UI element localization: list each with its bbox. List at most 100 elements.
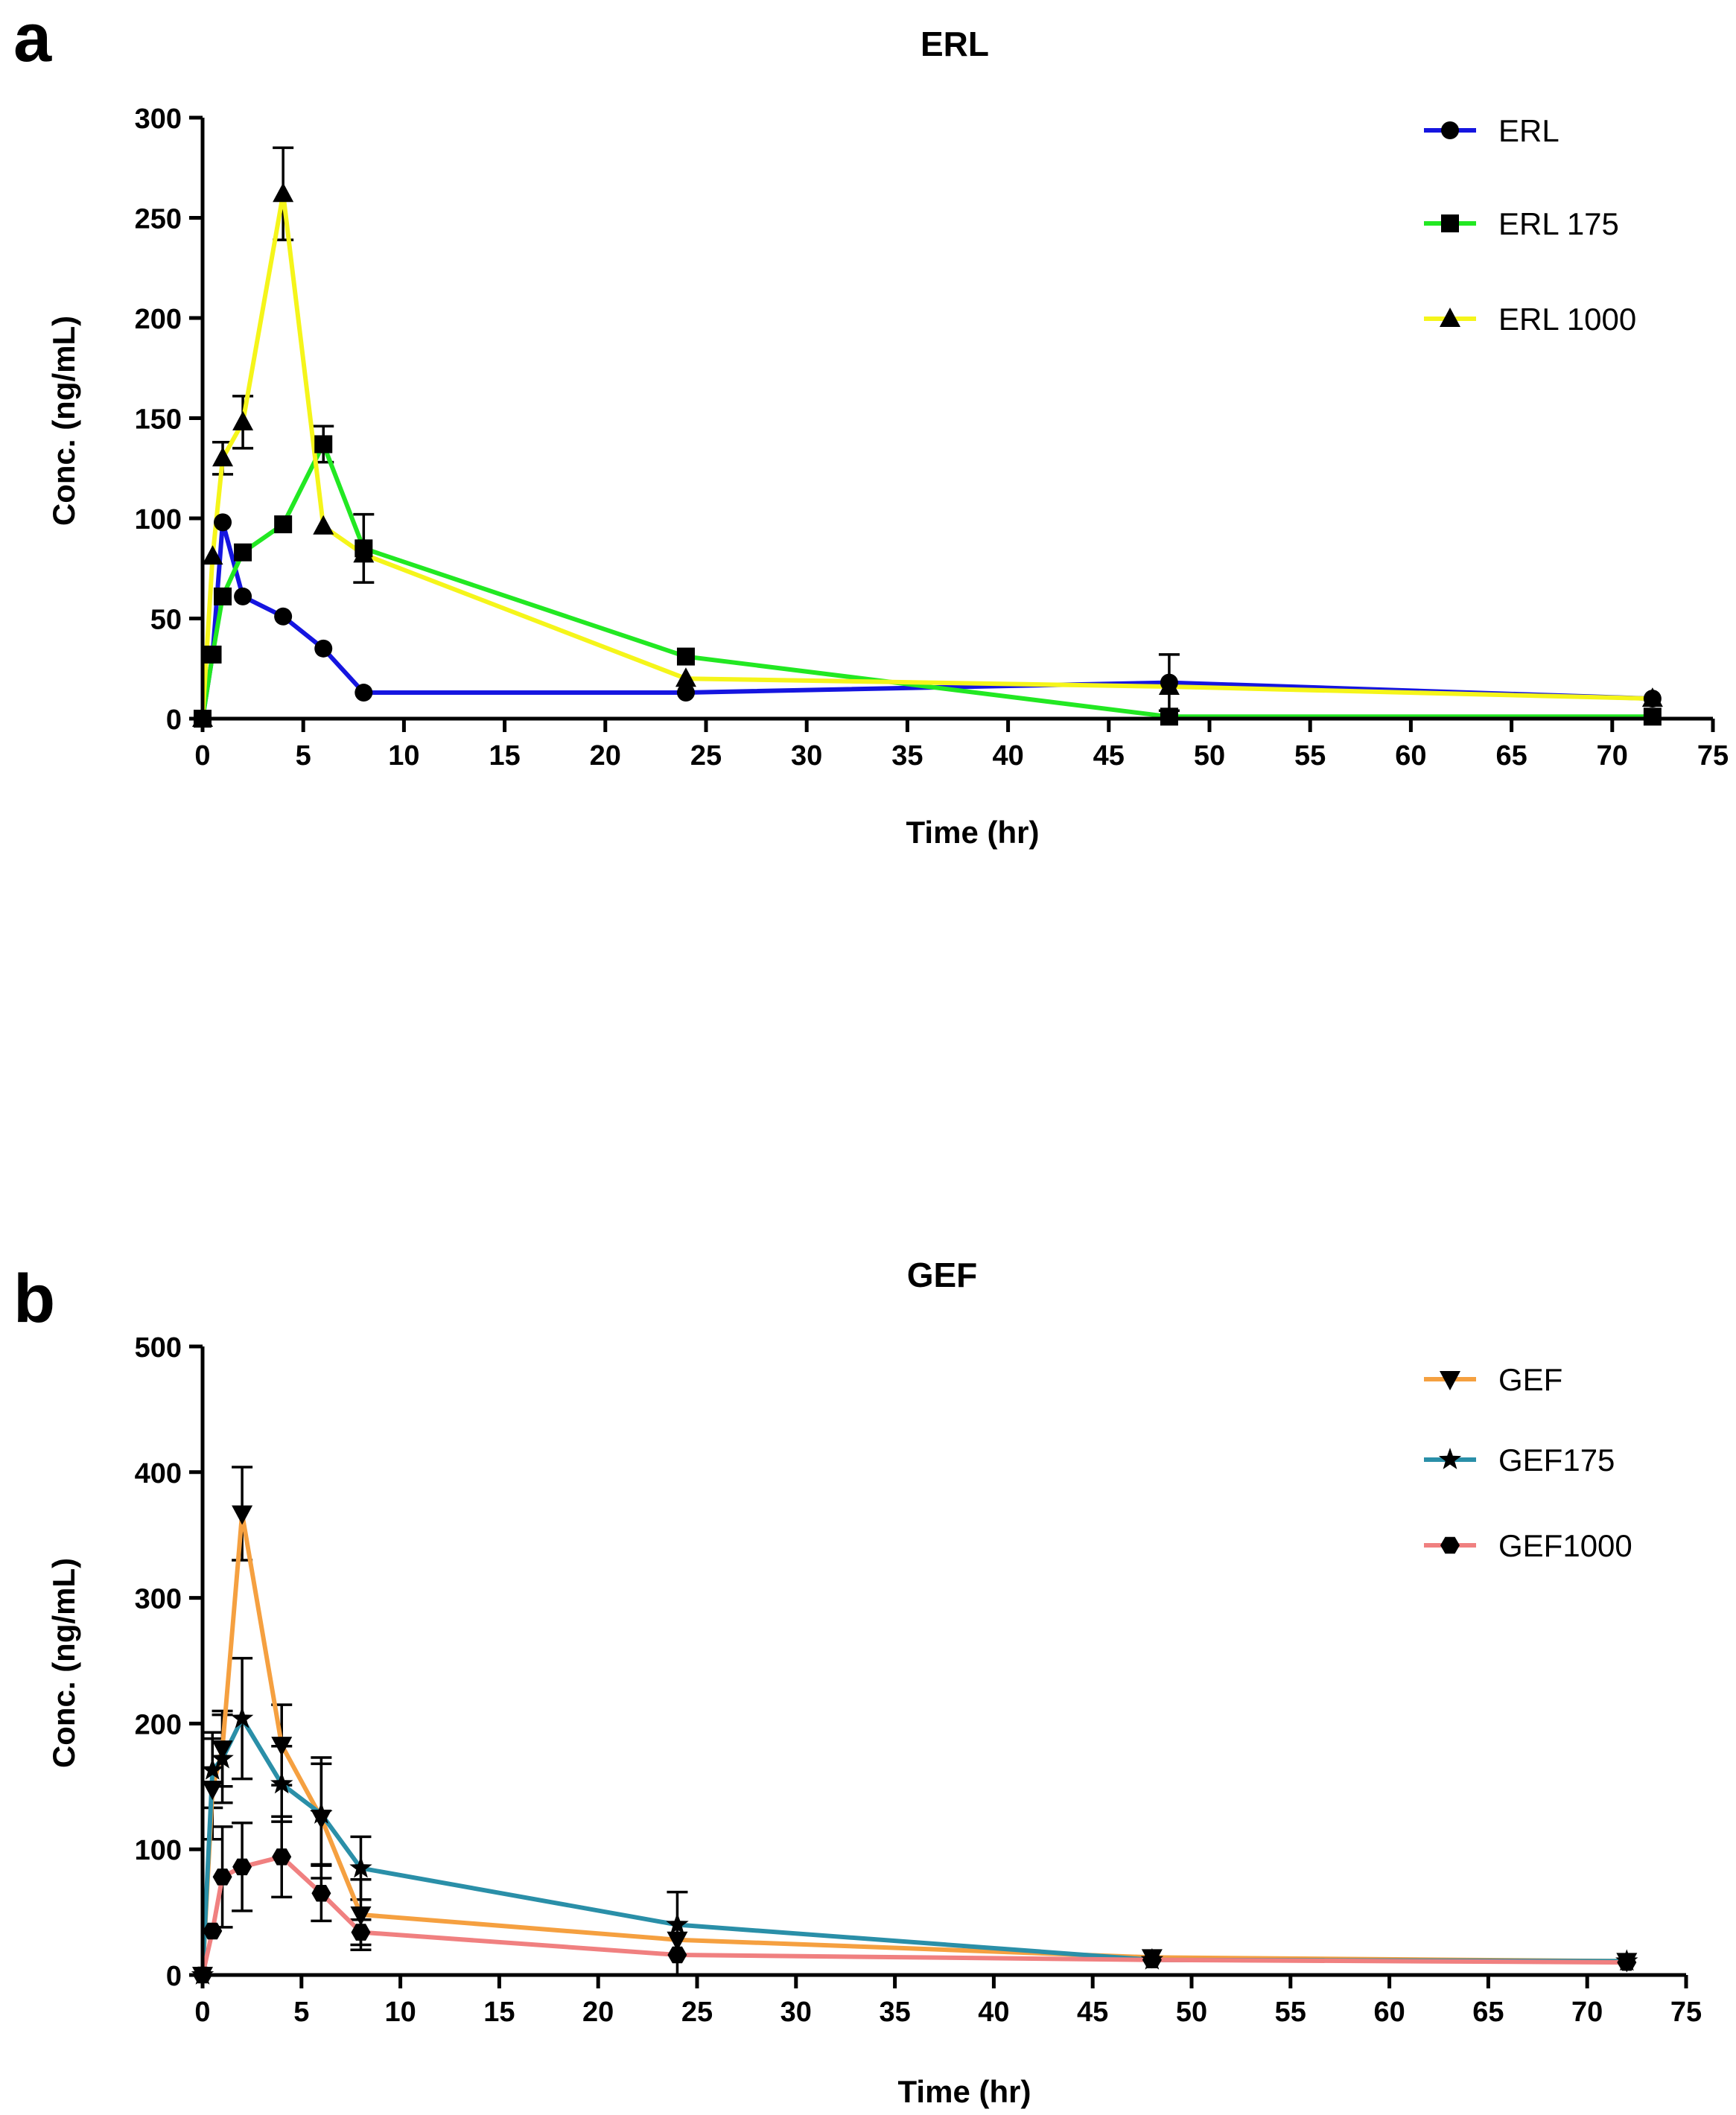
data-point-erl-175 bbox=[1643, 707, 1662, 726]
x-tick-label: 5 bbox=[293, 1997, 309, 2028]
panel-b: b GEF Time (hr) Conc. (ng/mL) 0 5 10 15 20 25… bbox=[13, 1256, 1702, 2109]
data-point-erl-1000 bbox=[273, 182, 294, 203]
legend-label-erl: ERL bbox=[1498, 113, 1559, 148]
legend-item-erl-175: ERL 175 bbox=[1424, 206, 1619, 241]
panel-b-letter: b bbox=[13, 1261, 55, 1337]
series-line-gef1000 bbox=[200, 1854, 1627, 1976]
data-point-gef175 bbox=[666, 1912, 689, 1935]
x-tick-label: 5 bbox=[296, 740, 311, 772]
data-point-gef bbox=[202, 1781, 223, 1801]
x-tick-label: 25 bbox=[690, 740, 722, 772]
legend-item-erl: ERL bbox=[1424, 113, 1559, 148]
y-tick-label: 100 bbox=[135, 1835, 182, 1866]
data-point-erl-175 bbox=[234, 543, 252, 562]
panel-b-error-bars bbox=[202, 1466, 688, 1976]
data-point-gef1000 bbox=[667, 1946, 687, 1964]
y-tick-label: 500 bbox=[135, 1332, 182, 1364]
y-tick-label: 200 bbox=[135, 304, 182, 335]
panel-b-title: GEF bbox=[907, 1256, 978, 1294]
data-point-gef1000 bbox=[311, 1885, 331, 1902]
legend-marker-shape bbox=[1440, 308, 1460, 327]
data-point-erl-1000 bbox=[1158, 675, 1180, 695]
x-tick-label: 10 bbox=[384, 1997, 416, 2028]
legend-label-gef1000: GEF1000 bbox=[1498, 1528, 1632, 1563]
x-tick-label: 40 bbox=[978, 1997, 1009, 2028]
legend-marker-erl-1000 bbox=[1440, 308, 1460, 327]
data-point-gef1000 bbox=[351, 1924, 371, 1941]
legend-marker-shape bbox=[1438, 1448, 1462, 1469]
data-point-gef175 bbox=[310, 1801, 333, 1824]
x-tick-label: 0 bbox=[194, 1997, 210, 2028]
y-tick-label: 150 bbox=[135, 404, 182, 436]
legend-marker-gef175 bbox=[1438, 1448, 1462, 1469]
y-tick-label: 0 bbox=[166, 1961, 182, 1992]
legend-marker-gef bbox=[1440, 1371, 1460, 1390]
panel-b-x-axis-title: Time (hr) bbox=[898, 2074, 1031, 2109]
data-point-gef1000 bbox=[1617, 1953, 1637, 1971]
panel-a-y-axis-title: Conc. (ng/mL) bbox=[46, 316, 81, 526]
x-tick-label: 35 bbox=[879, 1997, 910, 2028]
data-point-erl-1000 bbox=[202, 545, 223, 565]
data-point-erl bbox=[274, 607, 293, 626]
y-tick-label: 250 bbox=[135, 204, 182, 235]
x-tick-label: 50 bbox=[1176, 1997, 1207, 2028]
x-tick-label: 30 bbox=[780, 1997, 812, 2028]
x-tick-label: 20 bbox=[590, 740, 621, 772]
panel-b-ticks: 0 5 10 15 20 25 30 35 40 45 50 55 60 65 70 75 0 100 200 300… bbox=[135, 1332, 1702, 2028]
data-point-erl-175 bbox=[1160, 707, 1178, 726]
legend-label-erl-175: ERL 175 bbox=[1498, 206, 1619, 241]
panel-a-ticks: 0 5 10 15 20 25 30 35 40 45 50 55 60 65 70 75 0 50 100 150 2… bbox=[135, 104, 1729, 772]
x-tick-label: 65 bbox=[1495, 740, 1527, 772]
data-point-gef175 bbox=[270, 1772, 293, 1794]
panel-b-series-lines bbox=[200, 1511, 1627, 1976]
data-point-gef1000 bbox=[272, 1848, 292, 1866]
x-tick-label: 70 bbox=[1597, 740, 1628, 772]
legend-marker-erl bbox=[1441, 121, 1459, 139]
data-point-erl bbox=[676, 684, 695, 702]
panel-a-letter: a bbox=[13, 0, 52, 76]
x-tick-label: 55 bbox=[1294, 740, 1326, 772]
x-tick-label: 20 bbox=[582, 1997, 614, 2028]
series-line-erl-175 bbox=[200, 442, 1653, 719]
x-tick-label: 30 bbox=[791, 740, 822, 772]
data-point-erl-1000 bbox=[1641, 687, 1663, 707]
data-point-gef bbox=[350, 1906, 372, 1926]
x-tick-label: 55 bbox=[1275, 1997, 1306, 2028]
data-point-gef1000 bbox=[212, 1868, 232, 1886]
x-tick-label: 15 bbox=[483, 1997, 515, 2028]
x-tick-label: 60 bbox=[1373, 1997, 1405, 2028]
legend-label-gef: GEF bbox=[1498, 1362, 1562, 1397]
data-point-erl bbox=[234, 587, 252, 605]
data-point-gef bbox=[667, 1931, 688, 1951]
x-tick-label: 75 bbox=[1670, 1997, 1702, 2028]
legend-label-erl-1000: ERL 1000 bbox=[1498, 302, 1636, 337]
x-tick-label: 35 bbox=[891, 740, 923, 772]
x-tick-label: 40 bbox=[992, 740, 1023, 772]
x-tick-label: 0 bbox=[194, 740, 210, 772]
y-tick-label: 400 bbox=[135, 1458, 182, 1489]
y-tick-label: 300 bbox=[135, 104, 182, 135]
legend-item-gef175: GEF175 bbox=[1424, 1443, 1615, 1478]
legend-item-gef1000: GEF1000 bbox=[1424, 1528, 1632, 1563]
data-point-erl-175 bbox=[314, 435, 333, 454]
data-point-erl-1000 bbox=[212, 447, 234, 467]
data-point-gef bbox=[232, 1505, 253, 1525]
x-tick-label: 15 bbox=[489, 740, 520, 772]
legend-marker-gef1000 bbox=[1440, 1536, 1460, 1554]
x-tick-label: 75 bbox=[1697, 740, 1729, 772]
data-point-erl bbox=[214, 513, 232, 532]
series-line-gef bbox=[200, 1511, 1627, 1976]
x-tick-label: 50 bbox=[1194, 740, 1225, 772]
data-point-gef bbox=[271, 1737, 293, 1757]
x-tick-label: 70 bbox=[1571, 1997, 1603, 2028]
series-line-erl-1000 bbox=[200, 191, 1653, 719]
panel-a-error-bars bbox=[212, 146, 1180, 712]
panel-a-title: ERL bbox=[921, 25, 989, 63]
panel-b-markers bbox=[191, 1505, 1638, 1986]
data-point-erl-1000 bbox=[232, 410, 254, 430]
data-point-gef175 bbox=[349, 1856, 372, 1878]
data-point-gef175 bbox=[201, 1758, 224, 1780]
data-point-gef175 bbox=[230, 1706, 254, 1728]
x-tick-label: 65 bbox=[1472, 1997, 1504, 2028]
